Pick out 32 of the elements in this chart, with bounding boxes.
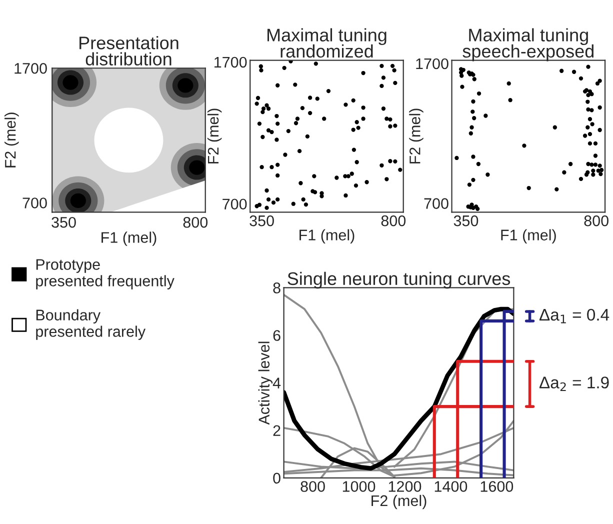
- y-axis-title: F2 (mel): [409, 108, 424, 164]
- x-tick-label: 1000: [342, 481, 376, 492]
- x-tick-label: 1400: [434, 481, 468, 492]
- chart-title: Single neuron tuning curves: [288, 272, 510, 289]
- x-axis-title: F2 (mel): [372, 494, 426, 510]
- y-tick-label: 2: [273, 425, 280, 436]
- text: Δa$_{2}$ = 1.9: [539, 376, 609, 391]
- x-axis-title: F1 (mel): [300, 229, 354, 244]
- x-tick-label: 800: [584, 215, 608, 226]
- text: 700: [22, 198, 47, 208]
- y-axis-title: Activity level: [258, 342, 273, 425]
- text: F1 (mel): [102, 232, 156, 246]
- chart-title: Maximal tuning randomized: [268, 28, 386, 58]
- legend-label: Boundary presented rarely: [36, 309, 146, 340]
- x-tick-label: 800: [300, 481, 325, 492]
- text: 1700: [14, 62, 47, 74]
- chart-title: Maximal tuning speech-exposed: [462, 28, 594, 62]
- x-tick-label: 1600: [480, 481, 514, 492]
- x-tick-label: 350: [250, 215, 274, 226]
- text: Δa$_{1}$ = 0.4: [539, 308, 610, 324]
- y-tick-label: 6: [273, 330, 280, 341]
- x-tick-label: 800: [381, 215, 406, 226]
- y-axis-title: F2 (mel): [207, 108, 222, 164]
- y-tick-label: 8: [273, 282, 280, 294]
- x-tick-label: 1200: [388, 481, 422, 492]
- y-tick-label: 0: [273, 472, 280, 484]
- x-tick-label: 350: [454, 215, 478, 226]
- x-axis-title: F1 (mel): [501, 229, 556, 244]
- legend-label: Prototype presented frequently: [36, 259, 174, 290]
- y-tick-label: 4: [272, 378, 281, 388]
- text: Presentation distribution: [80, 36, 178, 66]
- text: F2 (mel): [4, 112, 19, 168]
